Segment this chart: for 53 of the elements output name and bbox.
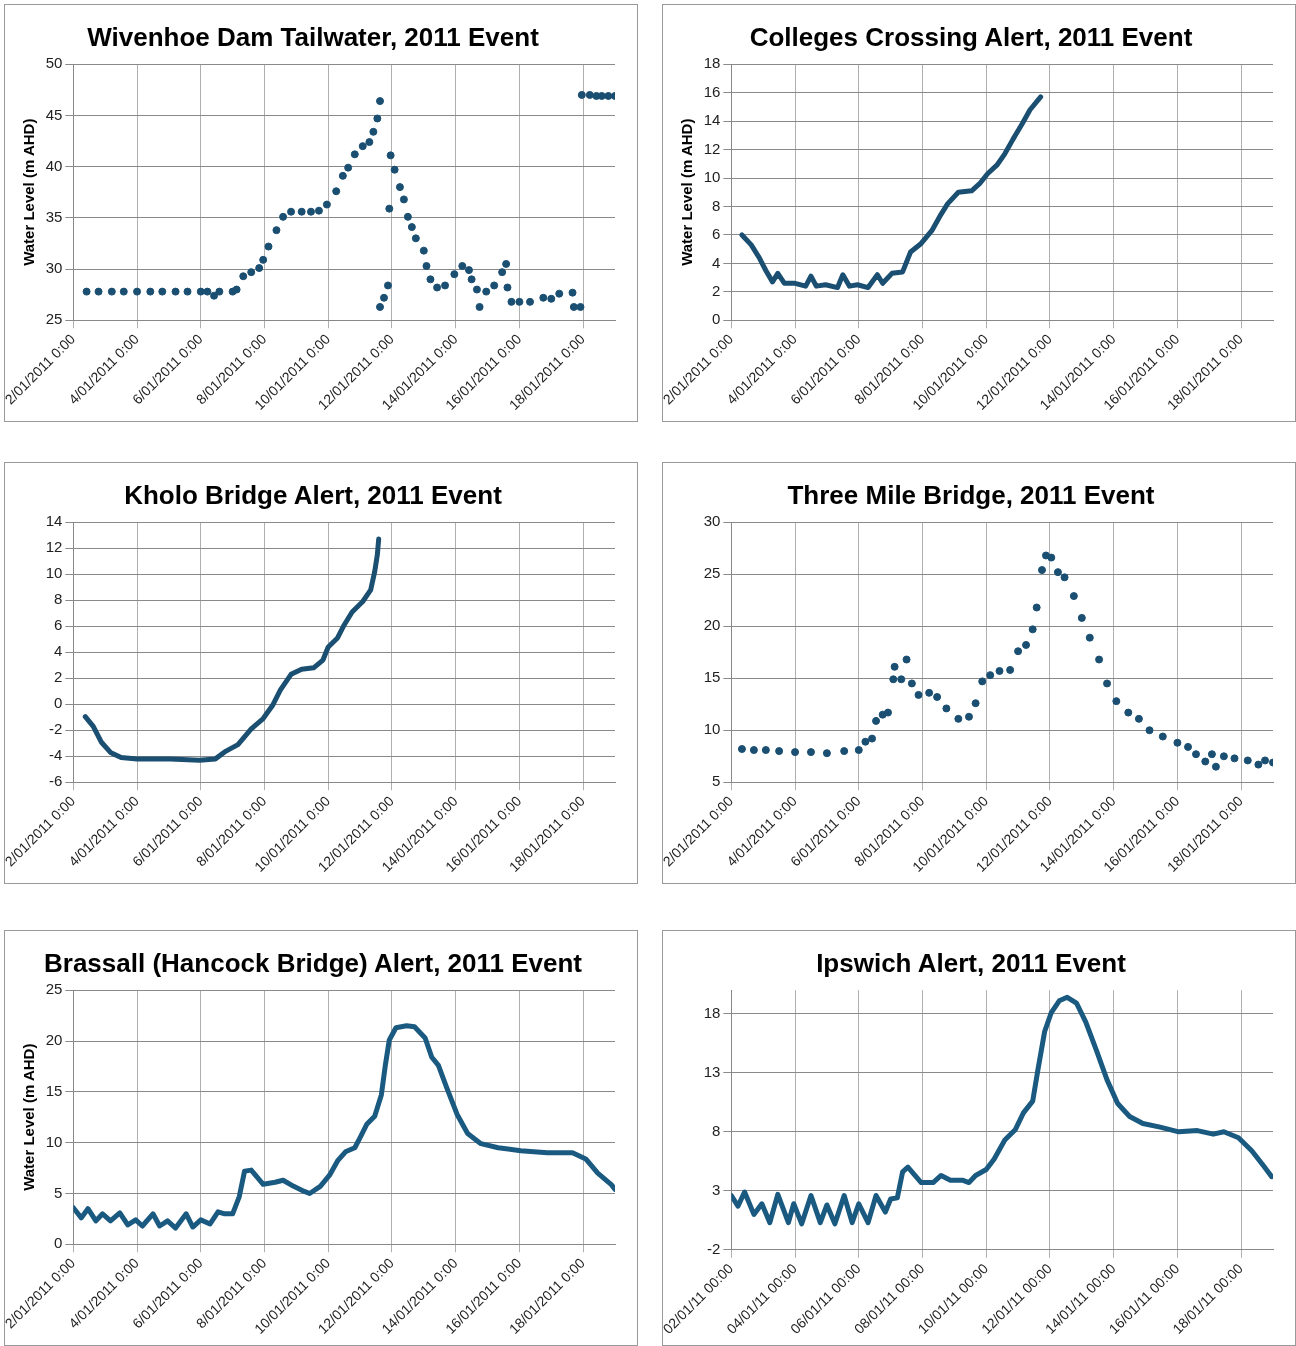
y-axis-title: Water Level (m AHD) (19, 118, 37, 266)
y-tick-label: 25 (45, 980, 63, 998)
y-tick-label: 14 (45, 512, 63, 530)
y-tick-label: 3 (711, 1180, 721, 1198)
y-tick-label: 0 (53, 1234, 63, 1252)
y-tick-label: -2 (48, 720, 63, 738)
y-tick-label: 25 (703, 564, 721, 582)
y-tick-label: 8 (711, 196, 721, 214)
y-tick-label: 25 (45, 310, 63, 328)
y-tick-label: -4 (48, 746, 63, 764)
y-tick-label: 10 (45, 564, 63, 582)
y-tick-label: 4 (711, 253, 721, 271)
y-tick-label: 0 (53, 694, 63, 712)
y-tick-label: 12 (45, 538, 63, 556)
y-tick-label: 30 (703, 512, 721, 530)
y-tick-label: 15 (703, 668, 721, 686)
y-tick-label: 16 (703, 82, 721, 100)
y-axis-title: Water Level (m AHD) (19, 1043, 37, 1191)
y-tick-label: 35 (45, 208, 63, 225)
chart-title: Colleges Crossing Alert, 2011 Event (749, 21, 1193, 52)
chart-title: Kholo Bridge Alert, 2011 Event (124, 479, 503, 510)
y-tick-label: 14 (703, 111, 721, 129)
y-tick-label: 8 (711, 1121, 721, 1139)
chart-title: Three Mile Bridge, 2011 Event (787, 479, 1155, 510)
y-tick-label: 40 (45, 156, 63, 174)
y-tick-label: 0 (711, 310, 721, 328)
y-tick-label: 10 (45, 1132, 63, 1150)
chart-title: Brassall (Hancock Bridge) Alert, 2011 Event (43, 947, 583, 978)
y-tick-label: 15 (45, 1081, 63, 1099)
y-tick-label: 6 (711, 225, 721, 243)
y-tick-label: 50 (45, 54, 63, 72)
y-tick-label: 2 (711, 281, 721, 299)
y-tick-label: 45 (45, 105, 63, 123)
y-tick-label: 18 (703, 1003, 721, 1021)
y-tick-label: 4 (53, 642, 63, 660)
chart-title: Ipswich Alert, 2011 Event (816, 947, 1127, 978)
y-tick-label: 12 (703, 139, 721, 157)
y-tick-label: 5 (711, 772, 721, 790)
y-tick-label: 18 (703, 54, 721, 72)
y-tick-label: 13 (703, 1062, 721, 1080)
y-tick-label: 30 (45, 259, 63, 277)
y-tick-label: 10 (703, 720, 721, 738)
y-tick-label: 20 (703, 616, 721, 634)
y-tick-label: -2 (706, 1239, 721, 1257)
y-tick-label: 2 (53, 668, 63, 686)
y-tick-label: 20 (45, 1031, 63, 1049)
chart-title: Wivenhoe Dam Tailwater, 2011 Event (87, 21, 540, 52)
y-tick-label: 8 (53, 590, 63, 608)
y-tick-label: 6 (53, 616, 63, 634)
y-tick-label: -6 (48, 772, 63, 790)
y-axis-title: Water Level (m AHD) (677, 118, 695, 266)
y-tick-label: 5 (53, 1183, 63, 1201)
y-tick-label: 10 (703, 168, 721, 186)
